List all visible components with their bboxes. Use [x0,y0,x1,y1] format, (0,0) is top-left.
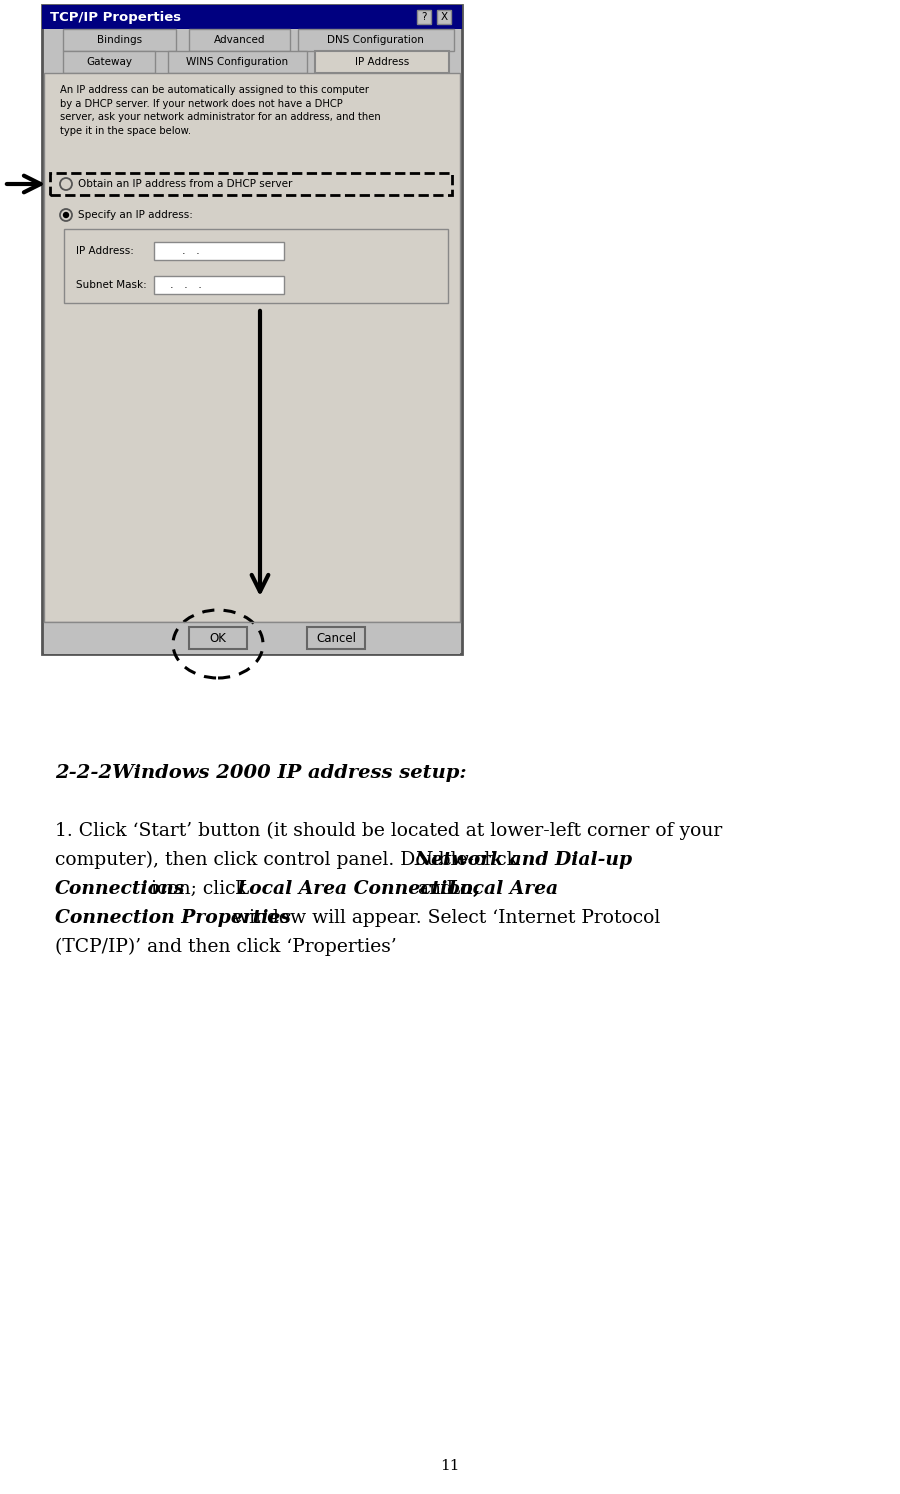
Text: Local Area Connection,: Local Area Connection, [236,880,480,898]
Text: Cancel: Cancel [316,632,356,644]
Text: Subnet Mask:: Subnet Mask: [76,279,147,290]
FancyBboxPatch shape [64,229,448,303]
FancyBboxPatch shape [63,51,156,73]
Text: icon; click: icon; click [145,880,253,898]
Text: X: X [440,12,447,22]
Text: 1. Click ‘Start’ button (it should be located at lower-left corner of your: 1. Click ‘Start’ button (it should be lo… [55,822,722,840]
Text: IP Address: IP Address [356,57,410,67]
Circle shape [60,178,72,190]
FancyBboxPatch shape [42,4,462,28]
Text: DNS Configuration: DNS Configuration [328,34,424,45]
Text: and: and [412,880,459,898]
Text: Network and Dial-up: Network and Dial-up [415,852,633,870]
Circle shape [62,179,70,188]
Text: window will appear. Select ‘Internet Protocol: window will appear. Select ‘Internet Pro… [227,908,661,926]
Text: Advanced: Advanced [213,34,266,45]
FancyBboxPatch shape [168,51,307,73]
FancyBboxPatch shape [42,4,462,654]
FancyBboxPatch shape [44,73,460,622]
Text: computer), then click control panel. Double-click: computer), then click control panel. Dou… [55,852,524,870]
Text: OK: OK [210,632,227,644]
Text: IP Address:: IP Address: [76,247,134,255]
Text: Specify an IP address:: Specify an IP address: [78,211,193,220]
Text: An IP address can be automatically assigned to this computer
by a DHCP server. I: An IP address can be automatically assig… [60,85,381,136]
Text: WINS Configuration: WINS Configuration [186,57,288,67]
Text: .   .: . . [182,247,200,255]
Text: 2-2-2Windows 2000 IP address setup:: 2-2-2Windows 2000 IP address setup: [55,763,466,781]
FancyBboxPatch shape [44,622,460,654]
FancyBboxPatch shape [307,627,365,648]
Circle shape [60,209,72,221]
FancyBboxPatch shape [315,51,449,73]
Text: Local Area: Local Area [447,880,558,898]
FancyBboxPatch shape [63,28,176,51]
Text: .   .   .: . . . [170,279,202,290]
FancyBboxPatch shape [154,242,284,260]
Text: Connections: Connections [55,880,185,898]
FancyBboxPatch shape [189,627,247,648]
Text: (TCP/IP)’ and then click ‘Properties’: (TCP/IP)’ and then click ‘Properties’ [55,938,397,956]
Text: ?: ? [421,12,427,22]
Circle shape [63,212,69,218]
Text: Bindings: Bindings [97,34,142,45]
FancyBboxPatch shape [298,28,454,51]
Text: Connection Properties: Connection Properties [55,908,291,926]
Text: TCP/IP Properties: TCP/IP Properties [50,10,181,24]
Text: Gateway: Gateway [86,57,132,67]
FancyBboxPatch shape [437,10,451,24]
FancyBboxPatch shape [189,28,290,51]
Text: Obtain an IP address from a DHCP server: Obtain an IP address from a DHCP server [78,179,292,190]
FancyBboxPatch shape [417,10,431,24]
FancyBboxPatch shape [154,276,284,294]
Text: 11: 11 [440,1460,460,1473]
